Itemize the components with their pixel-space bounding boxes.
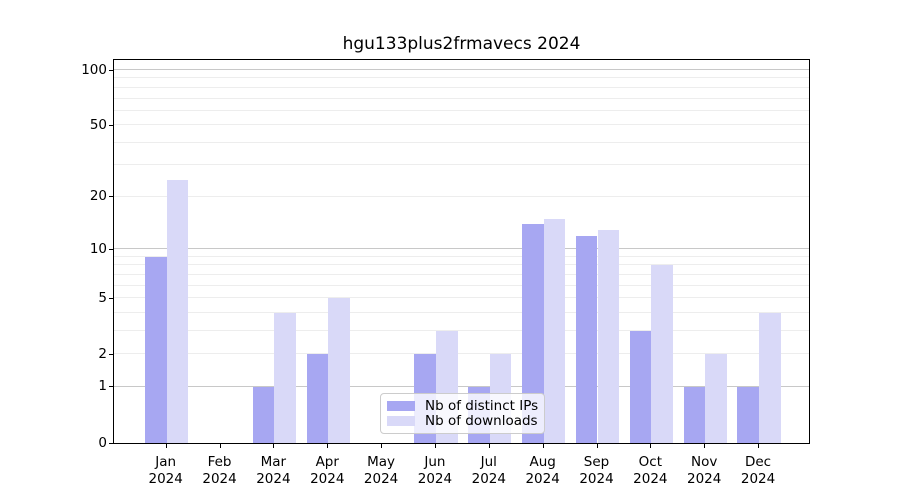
bar-distinct-ips-dec <box>737 386 760 443</box>
x-tick-label-may: May 2024 <box>363 454 399 487</box>
bar-downloads-mar <box>274 312 297 443</box>
gridline-minor <box>114 86 809 88</box>
bar-downloads-nov <box>705 354 727 443</box>
plot-area <box>113 59 810 444</box>
y-tick-label-5: 5 <box>98 289 107 306</box>
x-tick-label-jun: Jun 2024 <box>417 454 453 487</box>
legend-swatch-distinct-ips <box>387 401 415 411</box>
x-tick-mark <box>219 444 221 448</box>
gridline-major <box>114 248 809 250</box>
bar-distinct-ips-aug <box>521 224 544 443</box>
bar-distinct-ips-mar <box>252 386 275 443</box>
bar-distinct-ips-apr <box>306 354 329 443</box>
gridline-minor <box>114 141 809 143</box>
x-tick-mark <box>273 444 275 448</box>
bar-distinct-ips-oct <box>629 330 652 443</box>
y-tick-label-20: 20 <box>89 188 107 205</box>
legend-label-downloads: Nb of downloads <box>425 413 538 429</box>
legend-label-distinct-ips: Nb of distinct IPs <box>425 398 539 414</box>
y-tick-label-2: 2 <box>98 345 107 362</box>
legend-item-distinct-ips: Nb of distinct IPs <box>387 398 539 414</box>
x-tick-mark <box>596 444 598 448</box>
y-tick-label-10: 10 <box>89 240 107 257</box>
y-tick-mark <box>109 196 113 198</box>
bar-distinct-ips-jan <box>145 256 167 443</box>
y-tick-mark <box>109 69 113 71</box>
x-tick-mark <box>488 444 490 448</box>
y-tick-mark <box>109 248 113 250</box>
y-tick-mark <box>109 386 113 388</box>
x-tick-label-jul: Jul 2024 <box>471 454 506 487</box>
y-tick-label-100: 100 <box>81 61 107 78</box>
gridline-minor <box>114 353 809 355</box>
x-tick-mark <box>650 444 652 448</box>
bar-downloads-aug <box>543 218 566 443</box>
gridline-minor <box>114 77 809 79</box>
gridline-minor <box>114 255 809 257</box>
x-tick-mark <box>381 444 383 448</box>
x-tick-mark <box>327 444 329 448</box>
gridline-minor <box>114 97 809 99</box>
bar-downloads-sep <box>597 229 620 443</box>
x-tick-label-apr: Apr 2024 <box>310 454 345 487</box>
gridline-minor <box>114 124 809 126</box>
legend-item-downloads: Nb of downloads <box>387 413 538 429</box>
gridline-minor <box>114 109 809 111</box>
gridline-minor <box>114 297 809 299</box>
y-tick-label-50: 50 <box>89 116 107 133</box>
bar-downloads-jan <box>166 179 189 443</box>
gridline-minor <box>114 329 809 331</box>
bar-downloads-dec <box>759 312 781 443</box>
x-tick-label-mar: Mar 2024 <box>256 454 291 487</box>
x-tick-label-nov: Nov 2024 <box>687 454 722 487</box>
x-tick-label-aug: Aug 2024 <box>525 454 560 487</box>
x-tick-label-oct: Oct 2024 <box>633 454 668 487</box>
y-tick-mark <box>109 353 113 355</box>
legend: Nb of distinct IPs Nb of downloads <box>380 393 545 434</box>
bar-distinct-ips-nov <box>683 386 706 443</box>
x-tick-label-sep: Sep 2024 <box>579 454 614 487</box>
gridline-minor <box>114 195 809 197</box>
bar-distinct-ips-sep <box>575 235 598 443</box>
gridline-major <box>114 385 809 387</box>
x-tick-mark <box>704 444 706 448</box>
legend-swatch-downloads <box>387 416 415 426</box>
bar-downloads-apr <box>328 298 350 443</box>
gridline-minor <box>114 264 809 266</box>
chart-title: hgu133plus2frmavecs 2024 <box>342 34 581 54</box>
bar-downloads-oct <box>651 265 674 443</box>
y-tick-label-1: 1 <box>98 378 107 395</box>
x-tick-label-feb: Feb 2024 <box>202 454 237 487</box>
y-tick-mark <box>109 124 113 126</box>
x-tick-mark <box>434 444 436 448</box>
gridline-minor <box>114 164 809 166</box>
gridline-minor <box>114 273 809 275</box>
x-tick-label-jan: Jan 2024 <box>148 454 183 487</box>
y-tick-mark <box>109 297 113 299</box>
x-tick-mark <box>542 444 544 448</box>
gridline-minor <box>114 284 809 286</box>
y-tick-label-0: 0 <box>98 434 107 451</box>
x-tick-label-dec: Dec 2024 <box>740 454 776 487</box>
x-tick-mark <box>758 444 760 448</box>
gridline-major <box>114 69 809 71</box>
gridline-minor <box>114 311 809 313</box>
y-tick-mark <box>109 442 113 444</box>
x-tick-mark <box>165 444 167 448</box>
